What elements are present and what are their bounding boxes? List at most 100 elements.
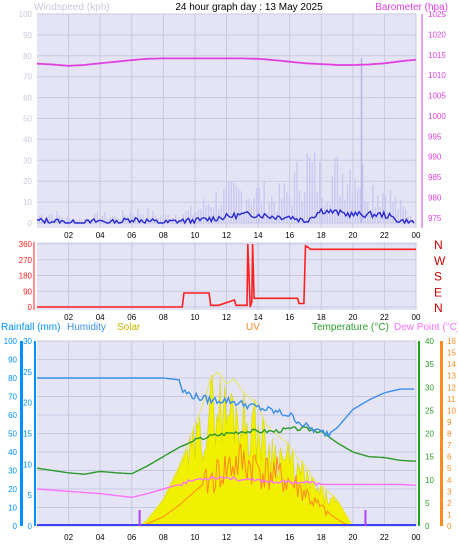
wind-gust-bar xyxy=(167,215,169,223)
humidity-ytick-90: 90 xyxy=(8,356,17,365)
wind-ytick-0: 0 xyxy=(28,219,33,228)
wind-gust-bar xyxy=(273,201,275,223)
left-axis-label-windspeed: Windspeed (kph) xyxy=(34,2,110,13)
wind-gust-bar xyxy=(356,189,359,223)
temp-ytick-35: 35 xyxy=(425,360,434,369)
compass-label-E-3: E xyxy=(434,285,442,299)
wind-xtick-22: 22 xyxy=(380,231,389,240)
temp-ytick-30: 30 xyxy=(425,383,434,392)
wind-gust-bar xyxy=(341,173,344,223)
wind-gust-bar xyxy=(212,207,215,223)
wind-gust-bar xyxy=(281,198,283,223)
humidity-ytick-10: 10 xyxy=(8,504,17,513)
wind-gust-bar xyxy=(344,199,346,223)
winddir-xtick-22: 22 xyxy=(380,313,389,322)
uv-line xyxy=(139,443,352,527)
rain-ytick-10: 10 xyxy=(23,460,32,469)
wind-gust-bar xyxy=(288,194,291,223)
winddir-ytick-180: 180 xyxy=(19,272,33,281)
baro-ytick-1000: 1000 xyxy=(428,112,446,121)
wind-gust-bar xyxy=(230,181,233,223)
humidity-ytick-70: 70 xyxy=(8,393,17,402)
uv-axis-bar xyxy=(440,341,443,526)
wind-gust-bar xyxy=(164,215,167,223)
wind-gust-bar xyxy=(228,180,230,223)
wind-gust-bar xyxy=(91,220,94,223)
wind-gust-bar xyxy=(359,187,361,223)
wind-gust-bar xyxy=(298,190,301,223)
wind-gust-bar xyxy=(382,193,384,223)
wind-gust-bar xyxy=(255,188,258,223)
wind-gust-bar xyxy=(311,162,313,223)
uv-ytick-7: 7 xyxy=(447,441,452,450)
wind-gust-bar xyxy=(258,186,260,223)
wind-gust-bar xyxy=(66,216,68,223)
wind-gust-bar xyxy=(286,191,288,223)
wind-gust-bar xyxy=(175,215,177,223)
wind-ytick-90: 90 xyxy=(23,31,32,40)
wind-xtick-00: 00 xyxy=(412,231,421,240)
legend-dewpoint: Dew Point (°C) xyxy=(394,322,458,333)
wind-gust-bar xyxy=(147,208,149,223)
wind-gust-bar xyxy=(207,203,210,223)
baro-ytick-1005: 1005 xyxy=(428,92,446,101)
wind-gust-bar xyxy=(94,213,96,223)
wind-xtick-16: 16 xyxy=(285,231,294,240)
uv-ytick-13: 13 xyxy=(447,372,456,381)
wind-xtick-06: 06 xyxy=(127,231,136,240)
wind-gust-bar xyxy=(346,184,349,223)
wind-gust-bar xyxy=(233,182,235,223)
legend-humidity: Humidity xyxy=(67,322,106,333)
wind-gust-bar xyxy=(407,215,409,223)
wind-gust-bar xyxy=(235,185,238,223)
rain-ytick-5: 5 xyxy=(28,491,33,500)
temp-xtick-06: 06 xyxy=(127,533,136,542)
wind-gust-bar xyxy=(394,196,397,223)
temp-xtick-20: 20 xyxy=(348,533,357,542)
temp-ytick-25: 25 xyxy=(425,406,434,415)
wind-gust-bar xyxy=(364,200,366,223)
wind-gust-bar xyxy=(223,189,225,223)
wind-gust-bar xyxy=(132,214,134,223)
wind-gust-bar xyxy=(402,205,404,223)
wind-gust-bar xyxy=(278,183,281,223)
compass-label-N-0: N xyxy=(434,238,443,252)
temp-xtick-12: 12 xyxy=(222,533,231,542)
wind-gust-bar xyxy=(245,199,248,223)
wind-gust-bar xyxy=(86,218,88,223)
uv-ytick-11: 11 xyxy=(447,395,456,404)
winddir-xtick-10: 10 xyxy=(190,313,199,322)
solar-max-line xyxy=(134,371,353,527)
wind-gust-bar xyxy=(73,219,76,223)
uv-ytick-4: 4 xyxy=(447,476,452,485)
humidity-axis-bar xyxy=(20,341,23,526)
wind-gust-bar xyxy=(96,212,99,223)
temp-xtick-22: 22 xyxy=(380,533,389,542)
temp-xtick-02: 02 xyxy=(64,533,73,542)
wind-gust-bar xyxy=(351,196,354,223)
wind-gust-bar xyxy=(56,211,58,223)
wind-gust-bar xyxy=(134,216,136,223)
wind-xtick-02: 02 xyxy=(64,231,73,240)
wind-gust-bar xyxy=(51,213,53,223)
wind-xtick-10: 10 xyxy=(190,231,199,240)
wind-gust-bar xyxy=(127,216,129,223)
humidity-ytick-20: 20 xyxy=(8,485,17,494)
winddir-xtick-04: 04 xyxy=(96,313,105,322)
winddir-xtick-16: 16 xyxy=(285,313,294,322)
wind-gust-bar xyxy=(268,202,270,223)
wind-gust-bar xyxy=(142,214,144,223)
wind-gust-bar xyxy=(58,214,61,223)
wind-gust-bar xyxy=(263,182,265,223)
wind-xtick-18: 18 xyxy=(317,231,326,240)
wind-gust-bar xyxy=(79,218,81,223)
wind-gust-bar xyxy=(68,218,71,223)
winddir-ytick-0: 0 xyxy=(28,303,33,312)
wind-gust-bar xyxy=(200,209,202,223)
wind-gust-bar xyxy=(361,164,364,223)
wind-gust-bar xyxy=(48,214,51,223)
wind-gust-bar xyxy=(190,206,192,223)
wind-gust-bar xyxy=(187,210,190,223)
humidity-ytick-100: 100 xyxy=(4,337,18,346)
wind-gust-bar xyxy=(265,212,268,223)
